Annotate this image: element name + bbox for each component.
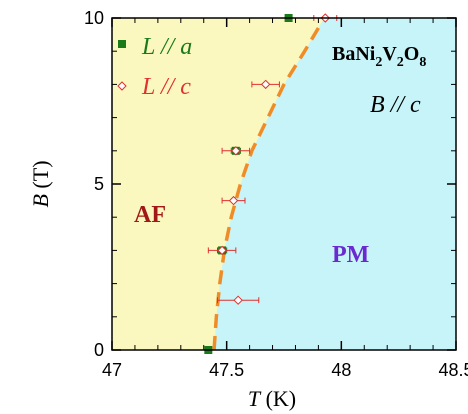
af-region-label: AF <box>134 202 166 228</box>
x-axis-variable: T <box>248 386 262 411</box>
y-tick-label: 10 <box>84 8 104 28</box>
phase-boundary-curve <box>212 27 320 350</box>
y-axis-variable: B <box>28 194 53 207</box>
legend-marker-l-c <box>117 81 127 91</box>
data-point-l-c <box>217 245 227 256</box>
data-point-l-c <box>260 79 271 90</box>
x-tick-label: 48 <box>331 360 351 380</box>
af-region-background <box>112 18 325 350</box>
pm-region-label: PM <box>332 242 369 268</box>
compound-label: BaNi2V2O8 <box>332 43 426 70</box>
x-axis-unit: (K) <box>260 386 296 411</box>
field-direction-label: B // c <box>370 92 421 118</box>
x-axis-title: T (K) <box>248 386 296 411</box>
legend: L // a L // c <box>117 34 192 100</box>
data-point-l-c <box>228 195 239 206</box>
y-tick-label: 0 <box>94 340 104 360</box>
y-tick-label: 5 <box>94 174 104 194</box>
y-axis-title: B (T) <box>28 160 53 207</box>
data-point-l-c <box>231 146 241 156</box>
x-tick-label: 48.5 <box>438 360 468 380</box>
legend-marker-l-a <box>118 40 126 48</box>
data-point-l-c <box>233 295 243 305</box>
x-tick-label: 47.5 <box>209 360 244 380</box>
y-axis-unit: (T) <box>28 160 53 194</box>
legend-label-l-c: L // c <box>141 74 191 100</box>
x-tick-label: 47 <box>102 360 122 380</box>
legend-label-l-a: L // a <box>141 34 192 60</box>
